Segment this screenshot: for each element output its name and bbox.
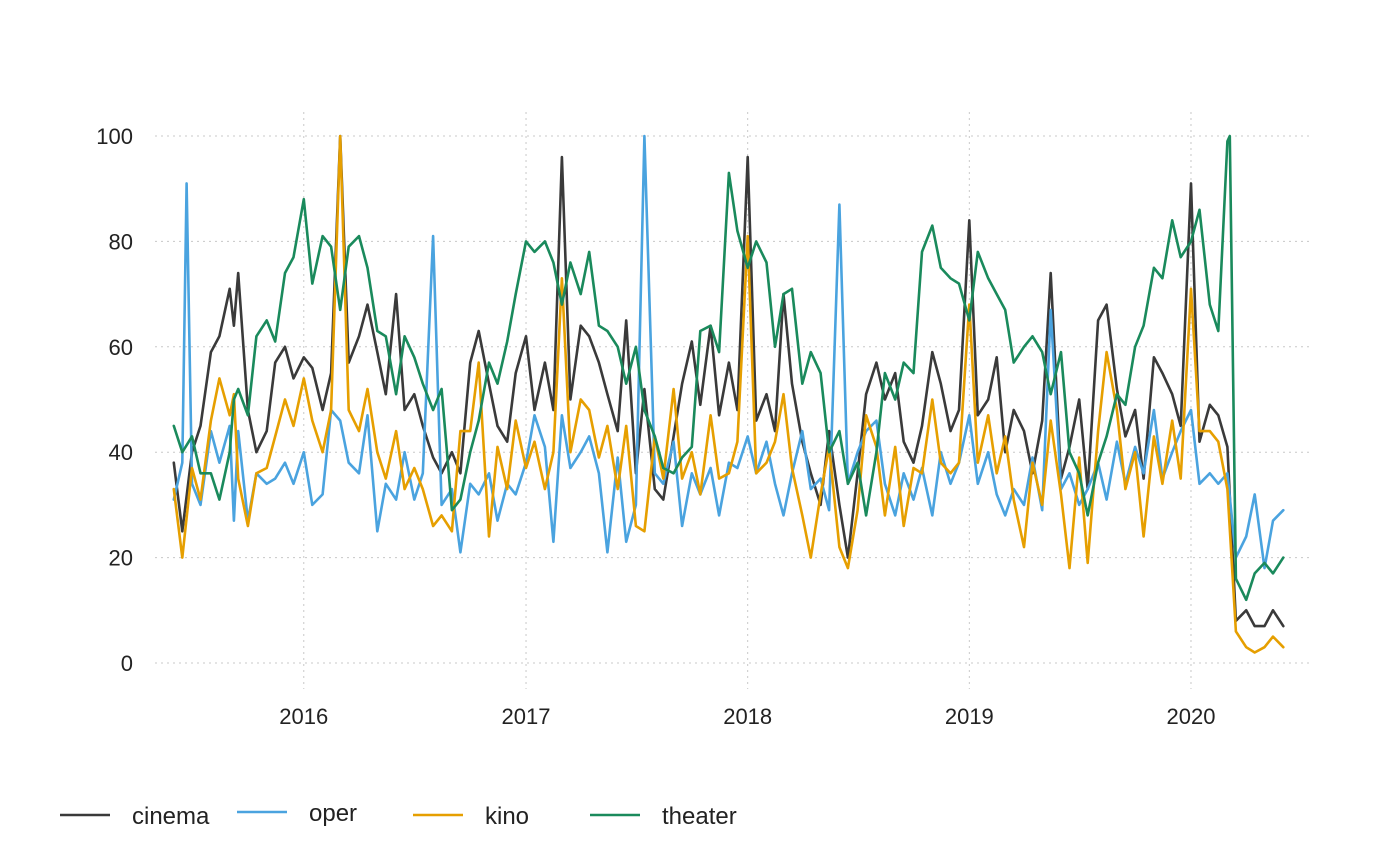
legend-label: theater (662, 803, 737, 830)
legend-item-kino: kino (413, 803, 529, 830)
series-line-cinema (172, 134, 1285, 628)
series-lines (172, 134, 1285, 654)
series-line-theater (172, 134, 1285, 602)
y-tick-label: 80 (109, 229, 133, 254)
series-line-kino (172, 134, 1285, 654)
x-tick-label: 2016 (279, 704, 328, 729)
x-axis-tick-labels: 2016 2017 2018 2019 2020 (279, 704, 1215, 729)
y-tick-label: 60 (109, 335, 133, 360)
legend-label: oper (309, 800, 357, 827)
legend: cinema oper kino theater (60, 800, 737, 830)
y-tick-label: 20 (109, 546, 133, 571)
x-tick-label: 2018 (723, 704, 772, 729)
legend-item-theater: theater (590, 803, 737, 830)
y-axis-tick-labels: 0 20 40 60 80 100 (96, 124, 133, 676)
y-tick-label: 40 (109, 440, 133, 465)
y-tick-label: 0 (121, 651, 133, 676)
x-tick-label: 2019 (945, 704, 994, 729)
legend-item-cinema: cinema (60, 803, 210, 830)
x-tick-label: 2020 (1167, 704, 1216, 729)
x-tick-label: 2017 (502, 704, 551, 729)
y-tick-label: 100 (96, 124, 133, 149)
legend-label: cinema (132, 803, 210, 830)
legend-item-oper: oper (237, 800, 357, 827)
legend-label: kino (485, 803, 529, 830)
